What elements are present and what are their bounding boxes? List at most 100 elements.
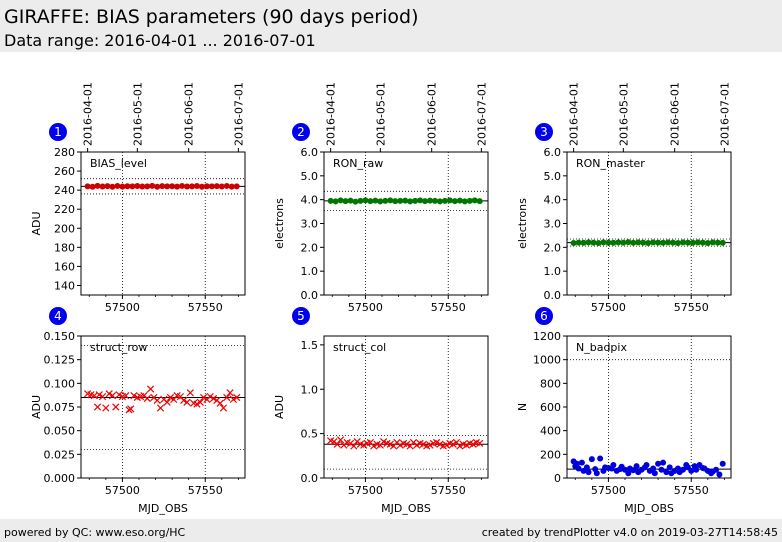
- data-point: [193, 400, 201, 408]
- data-point: [575, 239, 582, 246]
- data-point: [367, 198, 374, 205]
- plot-frame: [323, 151, 489, 296]
- y-tick-label: 600: [540, 401, 561, 414]
- data-point: [183, 398, 191, 406]
- data-point: [660, 239, 667, 246]
- data-point: [164, 183, 171, 190]
- x-tick-label: 57500: [105, 484, 140, 497]
- chart-panel-1: 140 160 180 200 220 240 260 280 57500 57550 2016-0…: [30, 82, 246, 314]
- data-point: [655, 239, 662, 246]
- data-point: [84, 183, 91, 190]
- data-point: [119, 183, 126, 190]
- data-point: [674, 240, 681, 247]
- data-point: [704, 240, 711, 247]
- footer-right: created by trendPlotter v4.0 on 2019-03-…: [481, 526, 778, 539]
- y-axis-label: electrons: [516, 198, 529, 249]
- x-tick-label: 57550: [188, 301, 223, 314]
- data-point: [588, 456, 595, 463]
- y-tick-label: 1.0: [301, 383, 319, 396]
- chart-panel-4: 0.000 0.025 0.050 0.075 0.100 0.125 0.150 57500…: [30, 307, 246, 515]
- y-tick-label: 0.0: [544, 289, 562, 302]
- data-point: [332, 198, 339, 205]
- data-point: [436, 198, 443, 205]
- y-tick-label: 6.0: [544, 146, 562, 159]
- y-tick-label: 3.0: [301, 218, 319, 231]
- y-tick-label: 260: [54, 165, 75, 178]
- data-point: [693, 466, 700, 473]
- y-tick-label: 0.000: [44, 472, 76, 485]
- data-point: [630, 467, 637, 474]
- data-point: [593, 470, 600, 477]
- y-tick-label: 1000: [533, 354, 561, 367]
- y-tick-label: 2.0: [301, 241, 319, 254]
- chart-panel-2: 0.0 1.0 2.0 3.0 4.0 5.0 6.0 57500 57550 2016-04-0…: [273, 82, 489, 314]
- x-tick-label: 57500: [591, 484, 626, 497]
- data-point: [377, 198, 384, 205]
- data-point: [134, 183, 141, 190]
- date-tick-label: 2016-05-01: [374, 82, 387, 146]
- y-axis-label: electrons: [273, 198, 286, 249]
- data-point: [223, 182, 230, 189]
- report-header: GIRAFFE: BIAS parameters (90 days period…: [0, 0, 782, 52]
- data-point: [709, 239, 716, 246]
- data-point: [109, 183, 116, 190]
- panel-number: 2: [297, 125, 305, 139]
- data-point: [633, 463, 640, 470]
- data-point: [580, 239, 587, 246]
- y-tick-label: 240: [54, 184, 75, 197]
- data-point: [184, 183, 191, 190]
- data-point: [575, 465, 582, 472]
- data-point: [226, 389, 234, 397]
- data-point: [115, 391, 123, 399]
- data-point: [620, 239, 627, 246]
- data-point: [630, 239, 637, 246]
- date-tick-label: 2016-04-01: [82, 82, 95, 146]
- data-point: [650, 239, 657, 246]
- y-tick-label: 800: [540, 377, 561, 390]
- data-point: [154, 183, 161, 190]
- y-tick-label: 0.0: [301, 472, 319, 485]
- panel-number-badge: [292, 307, 310, 325]
- data-point: [679, 239, 686, 246]
- data-point: [714, 239, 721, 246]
- data-point: [441, 197, 448, 204]
- data-point: [679, 466, 686, 473]
- y-tick-label: 0.025: [44, 448, 76, 461]
- panel-label: RON_raw: [333, 157, 383, 170]
- date-tick-label: 2016-06-01: [669, 82, 682, 146]
- data-point: [713, 466, 720, 473]
- data-point: [143, 394, 151, 403]
- x-tick-label: 57550: [674, 484, 709, 497]
- data-point: [456, 197, 463, 204]
- y-tick-label: 220: [54, 203, 75, 216]
- data-point: [688, 467, 695, 474]
- data-point: [105, 390, 113, 398]
- panel-number: 6: [540, 309, 548, 323]
- date-tick-label: 2016-05-01: [617, 82, 630, 146]
- data-point: [694, 239, 701, 246]
- data-point: [719, 460, 726, 467]
- data-point: [643, 461, 650, 468]
- y-tick-label: 5.0: [544, 170, 562, 183]
- data-point: [342, 198, 349, 205]
- y-axis-label: ADU: [273, 395, 286, 419]
- data-point: [153, 396, 161, 404]
- date-tick-label: 2016-04-01: [325, 82, 338, 146]
- y-tick-label: 0.0: [301, 289, 319, 302]
- data-point: [427, 197, 434, 204]
- data-point: [583, 464, 590, 471]
- x-tick-label: 57500: [348, 301, 383, 314]
- x-tick-label: 57550: [674, 301, 709, 314]
- data-point: [156, 404, 165, 412]
- date-tick-label: 2016-05-01: [131, 82, 144, 146]
- y-axis-label: N: [516, 403, 529, 411]
- data-point: [196, 398, 204, 406]
- y-tick-label: 4.0: [301, 194, 319, 207]
- data-point: [108, 392, 117, 400]
- data-point: [127, 405, 135, 413]
- x-axis-label: MJD_OBS: [381, 502, 431, 515]
- panel-label: RON_master: [576, 157, 645, 170]
- panel-number: 4: [54, 309, 62, 323]
- data-point: [129, 183, 136, 190]
- panel-number-badge: [535, 307, 553, 325]
